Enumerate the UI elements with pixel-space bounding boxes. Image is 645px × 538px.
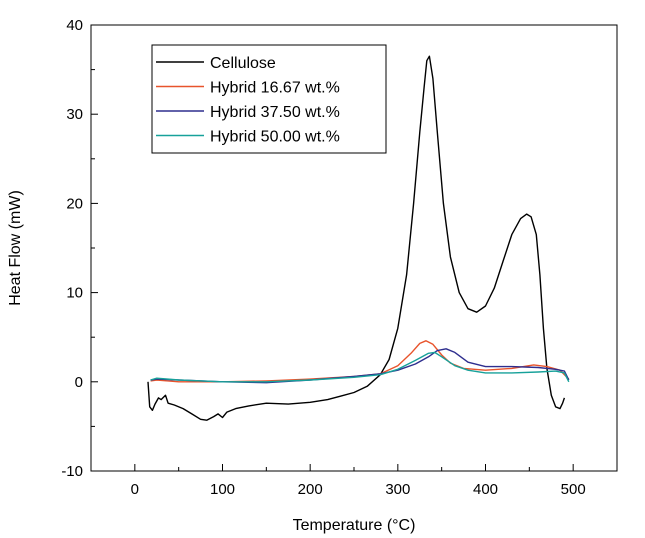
x-tick-label: 500 [561, 481, 586, 498]
series-line-4 [150, 351, 570, 383]
series-layer [147, 55, 570, 421]
y-tick-label: 30 [66, 106, 83, 123]
legend-label: Hybrid 50.00 wt.% [210, 129, 340, 146]
legend-label: Hybrid 37.50 wt.% [210, 104, 340, 121]
legend-label: Hybrid 16.67 wt.% [210, 80, 340, 97]
y-tick-label: -10 [61, 463, 83, 480]
legend: Cellulose Hybrid 16.67 wt.% Hybrid 37.50 w… [151, 44, 387, 154]
y-axis-title: Heat Flow (mW) [7, 190, 24, 306]
x-tick-label: 200 [298, 481, 323, 498]
y-tick-label: 10 [66, 285, 83, 302]
series-line-1 [147, 55, 566, 421]
y-tick-label: 20 [66, 195, 83, 212]
x-tick-label: 300 [385, 481, 410, 498]
x-axis-title: Temperature (°C) [293, 517, 416, 534]
legend-label: Cellulose [210, 55, 276, 72]
y-tick-label: 0 [75, 374, 83, 391]
y-tick-label: 40 [66, 17, 83, 34]
x-tick-label: 0 [131, 481, 139, 498]
x-tick-label: 100 [210, 481, 235, 498]
ticks-layer: 0 100 200 300 400 500 -10 0 10 20 30 40 [61, 17, 618, 498]
x-tick-label: 400 [473, 481, 498, 498]
